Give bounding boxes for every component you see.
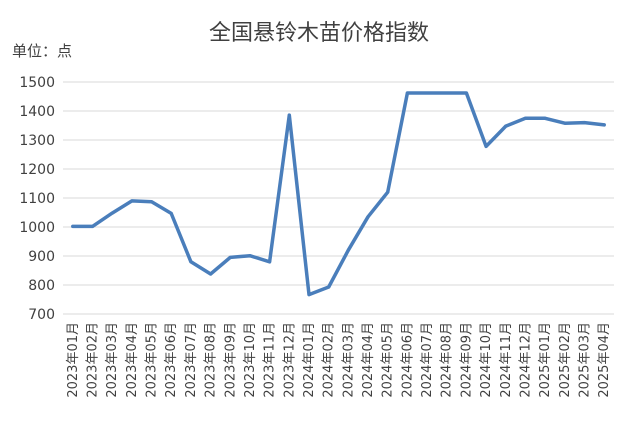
x-tick-label: 2025年03月 (577, 322, 592, 398)
x-tick-label: 2024年02月 (322, 322, 337, 398)
data-point (425, 91, 429, 95)
x-tick-label: 2024年03月 (341, 322, 356, 398)
y-tick-label: 1300 (19, 133, 55, 149)
data-point (523, 116, 527, 120)
x-tick-label: 2023年02月 (86, 322, 101, 398)
data-point (130, 199, 134, 203)
series-layer (71, 91, 606, 297)
data-point (91, 224, 95, 228)
data-point (602, 123, 606, 127)
data-point (484, 144, 488, 148)
data-point (563, 121, 567, 125)
y-tick-label: 1200 (19, 162, 55, 178)
data-point (543, 116, 547, 120)
x-tick-label: 2024年11月 (499, 322, 514, 398)
data-point (268, 260, 272, 264)
x-tick-label: 2023年12月 (282, 322, 297, 398)
data-point (110, 211, 114, 215)
data-point (71, 224, 75, 228)
data-point (150, 200, 154, 204)
x-tick-label: 2025年04月 (597, 322, 612, 398)
y-axis-ticks: 700 800 900 1000 1100 1200 1300 1400 1500 (19, 75, 55, 323)
data-point (169, 211, 173, 215)
data-point (307, 293, 311, 297)
data-point (386, 190, 390, 194)
data-point (287, 113, 291, 117)
x-tick-label: 2023年10月 (243, 322, 258, 398)
x-tick-label: 2023年11月 (263, 322, 278, 398)
data-point (366, 215, 370, 219)
y-tick-label: 1000 (19, 220, 55, 236)
x-tick-label: 2024年04月 (361, 322, 376, 398)
data-point (582, 121, 586, 125)
x-tick-label: 2024年07月 (420, 322, 435, 398)
y-tick-label: 1500 (19, 75, 55, 91)
series-line (71, 91, 606, 297)
unit-label: 单位：点 (12, 42, 72, 60)
y-tick-label: 1100 (19, 191, 55, 207)
x-tick-label: 2023年07月 (184, 322, 199, 398)
x-tick-label: 2023年04月 (125, 322, 140, 398)
data-point (504, 124, 508, 128)
grid-lines (63, 81, 614, 315)
x-tick-label: 2024年09月 (459, 322, 474, 398)
x-tick-label: 2025年01月 (538, 322, 553, 398)
data-point (248, 254, 252, 258)
data-point (228, 255, 232, 259)
data-point (189, 260, 193, 264)
x-tick-label: 2023年08月 (204, 322, 219, 398)
x-tick-label: 2023年03月 (105, 322, 120, 398)
x-tick-label: 2024年12月 (518, 322, 533, 398)
x-tick-label: 2024年01月 (302, 322, 317, 398)
x-tick-label: 2024年10月 (479, 322, 494, 398)
x-tick-label: 2024年08月 (440, 322, 455, 398)
x-tick-label: 2024年05月 (381, 322, 396, 398)
x-tick-label: 2023年06月 (164, 322, 179, 398)
data-point (445, 91, 449, 95)
chart-title: 全国悬铃木苗价格指数 (209, 21, 429, 46)
x-tick-label: 2023年09月 (223, 322, 238, 398)
y-tick-label: 900 (28, 249, 55, 265)
y-tick-label: 800 (28, 278, 55, 294)
y-tick-label: 1400 (19, 104, 55, 120)
x-tick-label: 2025年02月 (558, 322, 573, 398)
data-point (209, 272, 213, 276)
x-tick-label: 2023年01月 (66, 322, 81, 398)
data-point (346, 248, 350, 252)
x-axis-ticks: 2023年01月 2023年02月 2023年03月 2023年04月 2023年05月… (66, 322, 612, 398)
data-point (327, 285, 331, 289)
y-tick-label: 700 (28, 307, 55, 323)
data-point (464, 91, 468, 95)
x-tick-label: 2024年06月 (400, 322, 415, 398)
x-tick-label: 2023年05月 (145, 322, 160, 398)
data-point (405, 91, 409, 95)
